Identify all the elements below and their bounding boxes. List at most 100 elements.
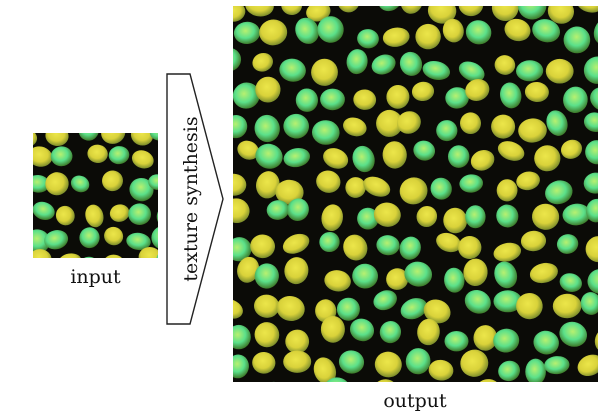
texture-cell	[583, 56, 598, 84]
texture-cell	[585, 140, 598, 165]
texture-cell	[108, 146, 130, 165]
texture-cell	[445, 87, 469, 109]
texture-cell	[311, 58, 338, 86]
texture-cell	[352, 263, 378, 289]
texture-cell	[254, 294, 280, 318]
texture-cell	[444, 331, 469, 352]
texture-cell	[464, 289, 491, 314]
texture-cell	[400, 298, 428, 320]
texture-cell	[444, 267, 465, 293]
texture-cell	[131, 150, 154, 169]
texture-cell	[518, 118, 547, 143]
texture-cell	[559, 321, 588, 347]
texture-cell	[493, 290, 523, 313]
texture-cell	[233, 115, 248, 139]
texture-cell	[237, 140, 259, 160]
texture-cell	[85, 204, 104, 228]
texture-cell	[400, 6, 424, 14]
texture-cell	[585, 236, 598, 263]
texture-cell	[352, 145, 375, 173]
texture-cell	[427, 6, 457, 24]
texture-cell	[256, 171, 280, 199]
texture-cell	[529, 262, 558, 284]
texture-cell	[148, 174, 158, 190]
texture-cell	[411, 81, 435, 102]
texture-cell	[520, 230, 547, 252]
texture-cell	[376, 235, 400, 256]
texture-cell	[78, 133, 99, 141]
texture-cell	[382, 141, 407, 169]
texture-synthesis-label: texture synthesis	[180, 116, 202, 282]
texture-cell	[33, 146, 53, 167]
texture-cell	[458, 235, 482, 260]
texture-cell	[560, 139, 583, 159]
input-texture-image	[33, 133, 158, 258]
texture-cell	[149, 133, 158, 141]
texture-cell	[493, 328, 520, 353]
texture-cell	[129, 177, 154, 202]
texture-cell	[316, 170, 341, 193]
texture-cell	[343, 117, 367, 137]
texture-cell	[496, 204, 519, 228]
texture-cell	[556, 234, 579, 254]
texture-cell	[353, 89, 377, 110]
texture-cell	[79, 227, 100, 249]
texture-cell	[496, 179, 518, 202]
texture-cell	[101, 133, 126, 144]
texture-cell	[559, 273, 582, 292]
texture-cell	[138, 247, 158, 258]
texture-cell	[430, 177, 452, 200]
texture-cell	[428, 359, 454, 381]
texture-cell	[87, 144, 108, 164]
texture-cell	[70, 175, 90, 193]
texture-cell	[312, 120, 340, 145]
texture-cell	[399, 177, 428, 205]
texture-cell	[399, 236, 421, 260]
texture-cell	[233, 47, 242, 72]
texture-cell	[518, 6, 547, 20]
texture-cell	[532, 19, 561, 43]
texture-cell	[396, 111, 421, 134]
texture-cell	[524, 81, 549, 103]
input-caption: input	[70, 266, 121, 288]
texture-cell	[460, 349, 489, 377]
texture-cell	[386, 268, 409, 290]
texture-cell	[382, 27, 410, 47]
texture-cell	[295, 17, 319, 44]
texture-cell	[436, 120, 458, 142]
texture-cell	[577, 354, 598, 377]
texture-cell	[493, 242, 522, 262]
texture-cell	[459, 174, 483, 193]
texture-cell	[346, 49, 368, 75]
texture-cell	[283, 148, 310, 168]
texture-cell	[306, 6, 331, 22]
texture-cell	[373, 290, 397, 311]
texture-cell	[516, 171, 540, 191]
texture-cell	[284, 257, 309, 285]
texture-cell	[525, 358, 546, 382]
texture-cell	[104, 226, 124, 246]
texture-cell	[376, 109, 403, 137]
texture-cell	[336, 297, 360, 321]
texture-cell	[374, 351, 402, 378]
texture-cell	[233, 237, 252, 262]
texture-cell	[422, 61, 451, 80]
texture-cell	[371, 54, 396, 75]
texture-cell	[320, 88, 345, 111]
texture-cell	[562, 203, 591, 226]
texture-cell	[575, 6, 598, 13]
output-texture-image	[233, 6, 598, 382]
texture-cell	[319, 231, 340, 253]
arrow-shape	[166, 73, 224, 325]
texture-cell	[357, 207, 379, 230]
texture-cell	[357, 29, 379, 49]
texture-cell	[252, 351, 276, 374]
texture-cell	[586, 198, 598, 223]
texture-cell	[259, 19, 288, 46]
texture-cell	[33, 201, 55, 220]
texture-cell	[463, 258, 488, 286]
texture-cell	[583, 172, 598, 194]
texture-cell	[470, 149, 495, 171]
texture-cell	[55, 205, 75, 226]
